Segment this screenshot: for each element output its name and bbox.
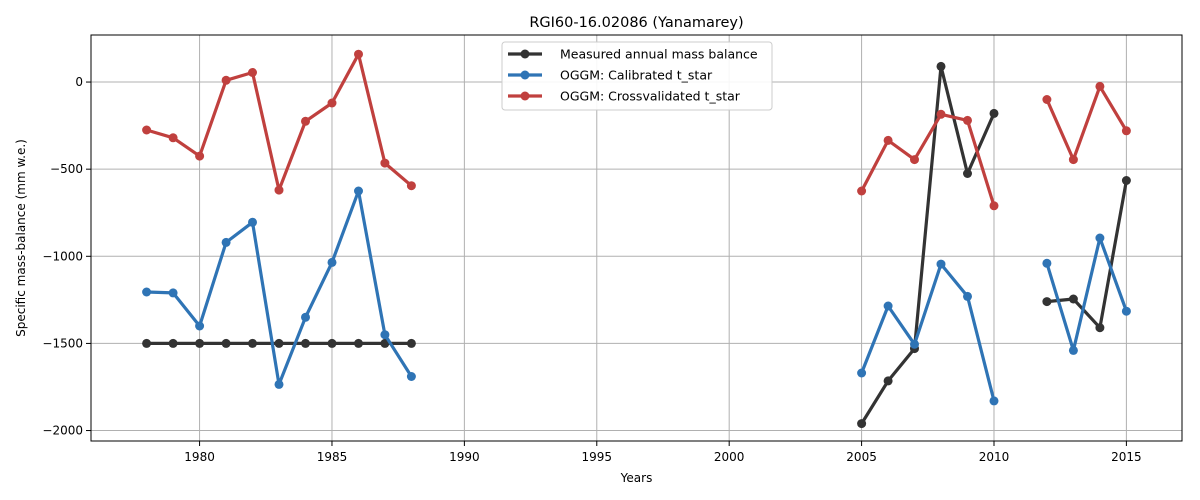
- data-point: [883, 376, 893, 386]
- legend-label: Measured annual mass balance: [560, 47, 758, 62]
- data-point: [168, 288, 178, 298]
- legend-marker: [520, 70, 530, 80]
- x-tick-label: 2010: [979, 450, 1010, 464]
- data-point: [168, 338, 178, 348]
- data-point: [406, 372, 416, 381]
- data-point: [857, 419, 867, 429]
- data-point: [1042, 297, 1052, 307]
- data-point: [1121, 306, 1131, 316]
- data-point: [354, 338, 363, 348]
- data-point: [857, 186, 867, 196]
- x-axis-label: Years: [620, 471, 653, 485]
- data-point: [327, 257, 337, 267]
- y-axis-label: Specific mass-balance (mm w.e.): [14, 139, 28, 337]
- data-point: [1095, 233, 1105, 243]
- data-point: [857, 368, 867, 378]
- data-point: [936, 259, 946, 269]
- data-point: [195, 151, 205, 161]
- data-point: [195, 321, 205, 331]
- legend-label: OGGM: Calibrated t_star: [560, 68, 713, 83]
- series-line: [1045, 84, 1128, 162]
- data-point: [142, 338, 152, 348]
- data-point: [1095, 81, 1105, 91]
- data-point: [248, 68, 257, 77]
- data-point: [221, 338, 231, 348]
- x-tick-label: 2000: [714, 450, 745, 464]
- data-point: [963, 291, 972, 301]
- plot-frame: [90, 34, 1183, 442]
- series-line: [1045, 236, 1128, 352]
- data-point: [989, 201, 999, 211]
- data-point: [221, 75, 231, 85]
- data-point: [274, 379, 284, 389]
- x-tick-label: 1985: [317, 450, 348, 464]
- data-point: [142, 125, 152, 135]
- legend: Measured annual mass balance OGGM: Calibr…: [501, 41, 773, 111]
- data-point: [910, 155, 919, 165]
- data-point: [354, 186, 363, 196]
- x-tick-label: 1995: [582, 450, 613, 464]
- grid: [91, 35, 1182, 441]
- series-1: [142, 61, 1131, 429]
- y-tick-label: −2000: [42, 424, 83, 438]
- data-point: [301, 338, 310, 348]
- data-point: [380, 158, 390, 168]
- chart-title: RGI60-16.02086 (Yanamarey): [529, 15, 743, 31]
- data-point: [274, 185, 284, 195]
- data-point: [327, 338, 337, 348]
- data-point: [406, 338, 416, 348]
- data-point: [248, 217, 257, 227]
- series-line: [860, 112, 996, 207]
- data-point: [301, 312, 310, 322]
- data-point: [883, 301, 893, 311]
- legend-box: [501, 41, 773, 111]
- series-3: [142, 49, 1131, 211]
- data-point: [1095, 323, 1105, 333]
- series-line: [860, 262, 996, 402]
- data-point: [910, 339, 919, 349]
- data-point: [936, 61, 946, 71]
- data-point: [354, 49, 363, 59]
- data-point: [1068, 294, 1078, 304]
- data-point: [274, 338, 284, 348]
- data-point: [883, 135, 893, 145]
- x-tick-label: 2005: [846, 450, 877, 464]
- series-line: [1046, 180, 1128, 330]
- data-point: [142, 287, 152, 297]
- legend-marker: [520, 91, 530, 101]
- data-point: [380, 330, 390, 340]
- data-point: [1121, 176, 1131, 185]
- data-point: [195, 338, 205, 348]
- data-point: [221, 237, 231, 247]
- series-2: [142, 186, 1131, 406]
- data-point: [1068, 155, 1078, 165]
- data-point: [1042, 258, 1052, 268]
- data-point: [301, 116, 310, 126]
- x-tick-label: 1980: [184, 450, 215, 464]
- axis-ticks: 1980 1985 1990 1995 2000 2005 2010 2015 0 −500 −10…: [42, 75, 1141, 464]
- data-point: [1068, 345, 1078, 355]
- y-tick-label: −1500: [42, 336, 83, 350]
- data-point: [168, 133, 178, 143]
- data-point: [1042, 95, 1052, 104]
- data-point: [963, 115, 972, 125]
- x-tick-label: 2015: [1111, 450, 1142, 464]
- series-line: [860, 64, 996, 425]
- data-point: [989, 108, 999, 118]
- legend-label: OGGM: Crossvalidated t_star: [560, 89, 741, 104]
- data-point: [936, 109, 946, 119]
- data-point: [989, 396, 999, 406]
- y-tick-label: 0: [75, 75, 83, 89]
- y-tick-label: −1000: [42, 249, 83, 263]
- y-tick-label: −500: [50, 162, 83, 176]
- series-lines: [142, 49, 1131, 429]
- data-point: [1121, 126, 1131, 136]
- data-point: [963, 169, 972, 178]
- legend-marker: [520, 49, 530, 59]
- data-point: [248, 338, 257, 348]
- data-point: [327, 98, 337, 108]
- x-tick-label: 1990: [449, 450, 480, 464]
- data-point: [406, 181, 416, 191]
